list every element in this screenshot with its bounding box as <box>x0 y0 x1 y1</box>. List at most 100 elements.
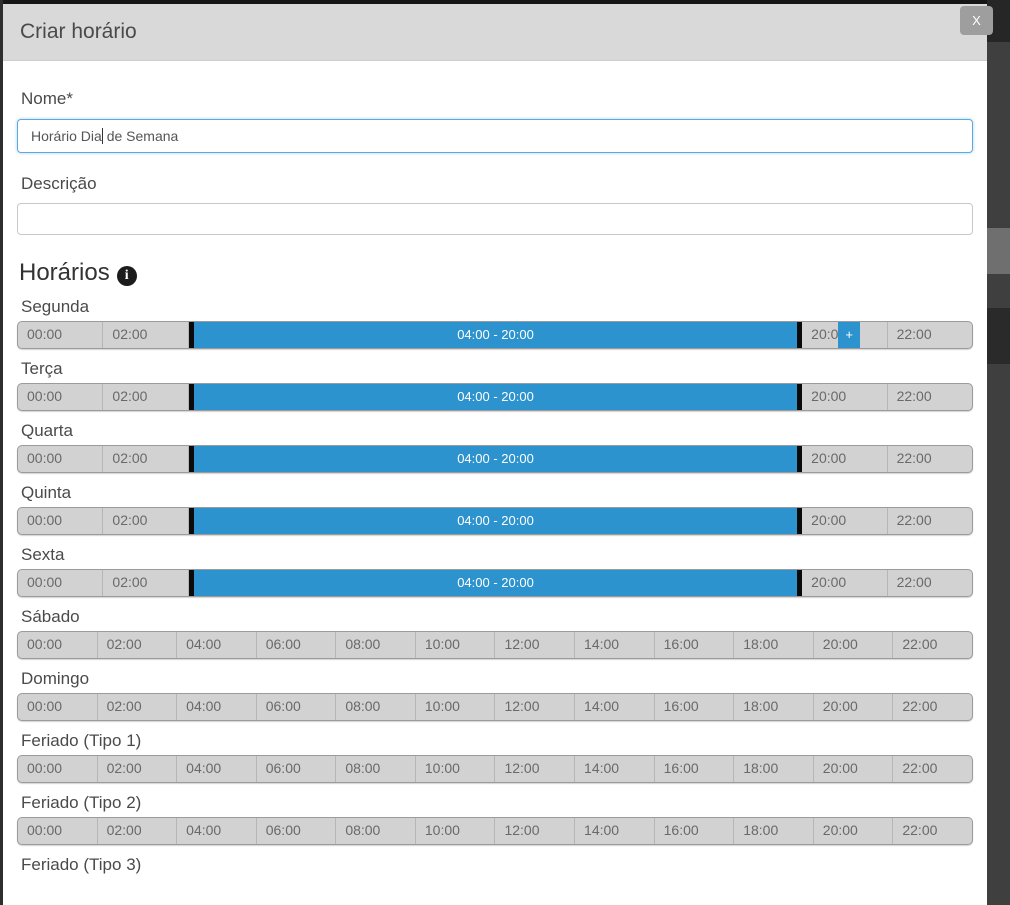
time-slot[interactable]: 00:00 <box>18 756 98 782</box>
time-slot[interactable]: 02:00 <box>98 694 178 720</box>
time-slot[interactable]: 12:00 <box>495 818 576 844</box>
day-row: Feriado (Tipo 2) 00:00 02:00 04:00 06:00 08:0… <box>17 793 973 845</box>
time-slot[interactable]: 16:00 <box>655 694 735 720</box>
time-slot[interactable]: 00:00 <box>18 632 98 658</box>
time-slot[interactable]: 20:00 <box>814 756 894 782</box>
time-slot[interactable]: 04:00 <box>177 818 257 844</box>
time-slot[interactable]: 22:00 <box>902 636 938 652</box>
schedules-heading-text: Horários <box>19 259 110 286</box>
name-input[interactable]: Horário Dia de Semana <box>17 119 973 153</box>
day-label: Terça <box>21 359 63 378</box>
selected-range[interactable]: 04:00 - 20:00 <box>188 322 803 348</box>
time-slot[interactable]: 02:00 <box>103 384 189 410</box>
time-slot[interactable]: 06:00 <box>257 818 337 844</box>
time-slot[interactable]: 20:00 <box>802 570 888 596</box>
modal-body: Nome* Horário Dia de Semana Descrição Ho… <box>3 61 987 875</box>
day-label: Feriado (Tipo 3) <box>21 855 142 874</box>
backdrop-right-strip <box>987 0 1010 905</box>
day-label: Domingo <box>21 669 90 688</box>
time-slot[interactable]: 18:00 <box>734 756 814 782</box>
time-slot[interactable]: 04:00 <box>177 756 257 782</box>
time-slot[interactable]: 10:00 <box>416 694 496 720</box>
time-slot[interactable]: 10:00 <box>416 756 496 782</box>
selected-range[interactable]: 04:00 - 20:00 <box>188 570 803 596</box>
time-slot[interactable]: 00:00 <box>18 384 104 410</box>
time-slot[interactable]: 02:00 <box>103 322 189 348</box>
time-slot[interactable]: 12:00 <box>495 694 576 720</box>
time-slot[interactable]: 00:00 <box>18 570 104 596</box>
time-slot[interactable]: 20:00 <box>802 384 888 410</box>
time-slot[interactable]: 22:00 <box>902 698 938 714</box>
name-label: Nome* <box>21 89 73 108</box>
time-slot[interactable]: 16:00 <box>655 756 735 782</box>
create-schedule-modal: Criar horário Nome* Horário Dia de Seman… <box>3 4 987 905</box>
time-slot[interactable]: 12:00 <box>495 632 576 658</box>
time-slot[interactable]: 16:00 <box>655 632 735 658</box>
time-slot[interactable]: 20:00 + <box>802 322 888 348</box>
time-slot[interactable]: 18:00 <box>734 632 814 658</box>
time-slot[interactable]: 12:00 <box>495 756 576 782</box>
description-input[interactable] <box>17 203 973 235</box>
info-icon[interactable]: i <box>116 266 137 286</box>
time-slot[interactable]: 02:00 <box>103 446 189 472</box>
time-slot[interactable]: 10:00 <box>416 632 496 658</box>
time-slot[interactable]: 22:00 <box>902 760 938 776</box>
time-slot[interactable]: 14:00 <box>575 756 655 782</box>
time-slot[interactable]: 02:00 <box>98 818 178 844</box>
time-slot[interactable]: 02:00 <box>98 756 178 782</box>
time-slot[interactable]: 16:00 <box>655 818 735 844</box>
selected-range[interactable]: 04:00 - 20:00 <box>188 446 803 472</box>
time-slot[interactable]: 08:00 <box>336 694 416 720</box>
time-slot[interactable]: 20:00 <box>802 508 888 534</box>
time-slot[interactable]: 00:00 <box>18 508 104 534</box>
time-slot[interactable]: 00:00 <box>18 446 104 472</box>
time-bar: 00:00 02:00 04:00 - 20:00 20:00 + 22:00 <box>17 321 973 349</box>
name-input-text-before-caret: Horário Dia <box>31 128 102 144</box>
selected-range[interactable]: 04:00 - 20:00 <box>188 508 803 534</box>
time-slot[interactable]: 08:00 <box>336 632 416 658</box>
time-slot[interactable]: 22:00 <box>896 574 932 590</box>
time-slot[interactable]: 18:00 <box>734 818 814 844</box>
day-row: Quinta 00:00 02:00 04:00 - 20:00 20:00 22:00 <box>17 483 973 535</box>
time-slot[interactable]: 22:00 <box>896 450 932 466</box>
time-slot[interactable]: 04:00 <box>177 632 257 658</box>
time-slot[interactable]: 00:00 <box>18 694 98 720</box>
time-slot[interactable]: 06:00 <box>257 694 337 720</box>
time-slot[interactable]: 20:00 <box>814 818 894 844</box>
time-slot[interactable]: 00:00 <box>18 818 98 844</box>
close-button[interactable]: X <box>960 6 993 35</box>
day-row: Feriado (Tipo 3) <box>17 855 973 875</box>
time-slot[interactable]: 02:00 <box>103 570 189 596</box>
time-slot[interactable]: 14:00 <box>575 632 655 658</box>
time-slot[interactable]: 22:00 <box>896 326 932 342</box>
day-row: Terça 00:00 02:00 04:00 - 20:00 20:00 22:00 <box>17 359 973 411</box>
time-slot[interactable]: 14:00 <box>575 694 655 720</box>
day-rows: Segunda 00:00 02:00 04:00 - 20:00 20:00 +22:0… <box>17 297 973 875</box>
day-row: Sexta 00:00 02:00 04:00 - 20:00 20:00 22:00 <box>17 545 973 597</box>
time-slot[interactable]: 18:00 <box>734 694 814 720</box>
time-slot[interactable]: 02:00 <box>103 508 189 534</box>
time-slot[interactable]: 08:00 <box>336 756 416 782</box>
day-row: Quarta 00:00 02:00 04:00 - 20:00 20:00 22:00 <box>17 421 973 473</box>
time-slot[interactable]: 22:00 <box>902 822 938 838</box>
time-slot[interactable]: 06:00 <box>257 756 337 782</box>
schedules-heading: Horários i <box>19 259 973 287</box>
time-slot[interactable]: 20:00 <box>814 632 894 658</box>
time-bar: 00:00 02:00 04:00 - 20:00 20:00 22:00 <box>17 445 973 473</box>
time-bar: 00:00 02:00 04:00 - 20:00 20:00 22:00 <box>17 383 973 411</box>
time-slot[interactable]: 00:00 <box>18 322 104 348</box>
time-slot[interactable]: 10:00 <box>416 818 496 844</box>
time-slot[interactable]: 02:00 <box>98 632 178 658</box>
time-slot[interactable]: 04:00 <box>177 694 257 720</box>
time-slot[interactable]: 20:00 <box>814 694 894 720</box>
time-slot[interactable]: 14:00 <box>575 818 655 844</box>
time-slot[interactable]: 20:00 <box>802 446 888 472</box>
selected-range[interactable]: 04:00 - 20:00 <box>188 384 803 410</box>
time-slot[interactable]: 06:00 <box>257 632 337 658</box>
time-slot[interactable]: 08:00 <box>336 818 416 844</box>
time-slot[interactable]: 22:00 <box>896 388 932 404</box>
add-interval-button[interactable]: + <box>838 322 861 348</box>
time-bar: 00:00 02:00 04:00 - 20:00 20:00 22:00 <box>17 569 973 597</box>
time-slot[interactable]: 22:00 <box>896 512 932 528</box>
time-bar: 00:00 02:00 04:00 06:00 08:00 10:00 12:00 14:00… <box>17 817 973 845</box>
